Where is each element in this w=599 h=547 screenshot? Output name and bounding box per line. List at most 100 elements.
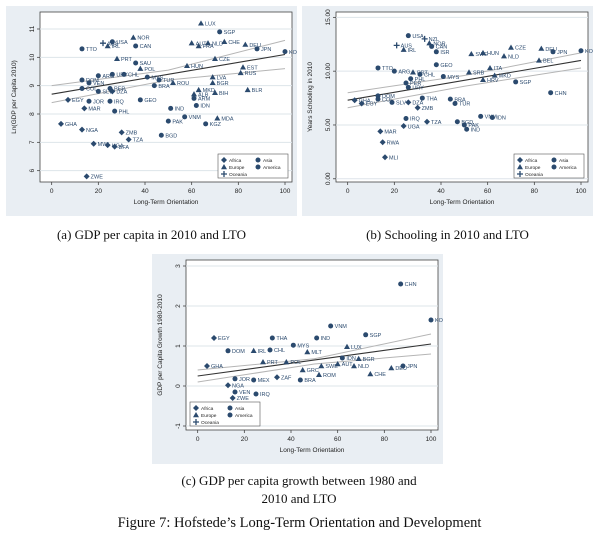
point-marker-europe	[468, 50, 475, 57]
point-label: VEN	[93, 81, 104, 87]
point-label: SWE	[475, 52, 488, 58]
point-label: ARM	[198, 97, 211, 103]
fit-line	[347, 59, 582, 101]
point-marker-asia	[269, 335, 275, 341]
point-label: LVA	[217, 75, 227, 81]
point-marker-asia	[193, 103, 199, 108]
point-label: ARG	[102, 74, 114, 80]
point-marker-asia	[191, 95, 197, 101]
point-marker-europe	[198, 20, 204, 26]
y-tick-label: 3	[175, 264, 182, 268]
legend-label-america: America	[263, 165, 281, 171]
point-label: RUS	[245, 71, 257, 77]
point-label: BRA	[454, 97, 466, 103]
point-label: RWA	[387, 140, 400, 146]
point-marker-oceania	[100, 40, 106, 47]
point-label: MLI	[389, 155, 399, 161]
point-marker-asia	[428, 317, 434, 323]
point-label: BGD	[461, 120, 473, 126]
point-marker-america	[389, 99, 395, 105]
legend: Africa Asia Europe America Oceania	[189, 401, 261, 427]
x-tick-label: 80	[235, 188, 243, 195]
point-label: BGD	[165, 133, 177, 139]
point-marker-america	[227, 412, 233, 418]
point-label: NZL	[429, 37, 439, 43]
point-label: ROU	[177, 81, 189, 87]
legend-label-europe: Europe	[229, 165, 245, 171]
confidence-band-lower	[347, 67, 582, 109]
point-label: GEO	[440, 63, 453, 69]
point-label: TZA	[133, 138, 144, 144]
point-label: NLD	[212, 41, 223, 47]
point-marker-europe	[195, 43, 202, 49]
y-tick-label: 8	[29, 112, 36, 116]
y-tick-label: 15.00	[325, 9, 332, 26]
point-label: TUR	[459, 102, 470, 108]
point-marker-africa	[211, 335, 217, 341]
point-marker-asia	[578, 48, 584, 54]
point-label: NGA	[232, 383, 244, 389]
point-marker-europe	[536, 57, 542, 63]
x-tick-label: 100	[576, 188, 587, 195]
point-marker-africa	[517, 157, 523, 163]
point-marker-america	[121, 71, 127, 77]
point-marker-america	[267, 347, 273, 353]
x-tick-label: 20	[95, 188, 103, 195]
point-label: UGA	[408, 124, 420, 130]
y-tick-label: 2	[175, 304, 182, 308]
legend-label-america: America	[559, 165, 577, 171]
point-marker-europe	[188, 40, 195, 46]
point-label: TUR	[163, 78, 174, 84]
point-marker-america	[551, 164, 557, 170]
point-marker-asia	[203, 121, 209, 127]
x-tick-label: 40	[437, 188, 445, 195]
point-label: SGP	[224, 30, 236, 36]
point-marker-asia	[282, 49, 288, 55]
point-label: DEU	[395, 366, 407, 372]
point-marker-asia	[144, 74, 150, 80]
legend-label-oceania: Oceania	[229, 172, 247, 178]
point-marker-europe	[221, 38, 228, 44]
point-label: PRT	[121, 57, 133, 63]
point-marker-africa	[79, 126, 85, 133]
point-marker-europe	[214, 115, 221, 121]
point-label: IND	[471, 127, 481, 133]
point-marker-america	[79, 77, 85, 83]
point-label: NGA	[86, 128, 98, 134]
x-axis-label: Long-Term Orientation	[430, 199, 495, 206]
point-marker-asia	[86, 98, 92, 104]
point-label: AUS	[107, 41, 119, 47]
fit-line	[197, 343, 432, 377]
point-label: VEN	[239, 390, 250, 396]
point-marker-asia	[339, 355, 345, 361]
point-label: MDA	[221, 116, 234, 122]
point-label: IRL	[408, 48, 417, 54]
point-marker-africa	[400, 123, 407, 130]
point-label: DZA	[412, 101, 423, 107]
point-marker-asia	[433, 62, 439, 68]
point-label: CHN	[555, 91, 567, 97]
legend-box	[189, 401, 261, 427]
point-marker-africa	[229, 395, 236, 401]
point-marker-oceania	[393, 42, 400, 49]
point-label: JPN	[557, 50, 567, 56]
point-label: MEX	[258, 378, 270, 384]
point-marker-asia	[363, 332, 369, 338]
point-marker-asia	[328, 323, 334, 329]
point-label: TTO	[382, 66, 394, 72]
point-label: ZWE	[237, 396, 250, 402]
point-label: IRL	[258, 349, 267, 355]
point-marker-asia	[182, 114, 188, 120]
point-label: ZWE	[91, 175, 104, 181]
x-axis-label: Long-Term Orientation	[280, 447, 345, 454]
point-marker-africa	[193, 405, 199, 411]
chart-panel-c: -1 0 1 2 3 0 20 40 60 80 100 Long-Term Orientation G…	[152, 254, 443, 464]
x-tick-label: 0	[50, 188, 54, 195]
point-marker-africa	[204, 363, 210, 369]
point-label: EST	[247, 65, 258, 71]
point-label: BIH	[219, 91, 228, 97]
point-label: JOR	[93, 99, 104, 105]
point-marker-europe	[355, 355, 362, 361]
legend-label-asia: Asia	[235, 406, 245, 412]
point-label: BGR	[363, 357, 375, 363]
